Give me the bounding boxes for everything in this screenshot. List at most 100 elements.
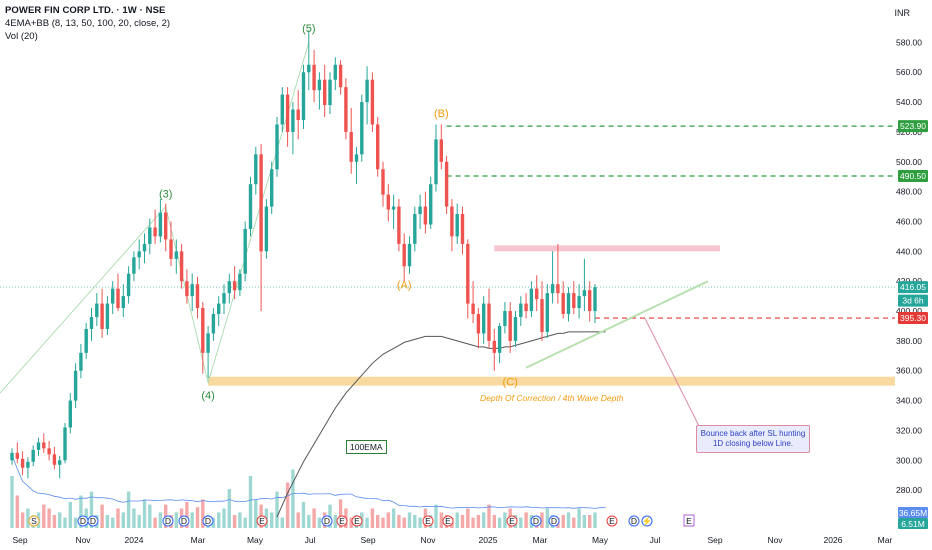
candle-body bbox=[42, 442, 46, 449]
candle-body bbox=[20, 458, 25, 468]
candle-body bbox=[158, 212, 163, 237]
volume-bar bbox=[116, 508, 120, 528]
candle-body bbox=[270, 169, 274, 207]
volume-bar bbox=[338, 499, 343, 528]
volume-bar bbox=[248, 476, 253, 528]
volume-bar bbox=[201, 499, 205, 528]
candle-body bbox=[84, 328, 88, 353]
candle-body bbox=[126, 273, 131, 297]
y-tick-label: 320.00 bbox=[896, 425, 922, 435]
event-marker bbox=[442, 515, 454, 527]
y-tick-label: 360.00 bbox=[896, 366, 922, 376]
x-tick-label: Nov bbox=[767, 535, 783, 545]
volume-bar bbox=[439, 512, 443, 528]
volume-bar bbox=[158, 512, 163, 528]
volume-bar bbox=[497, 517, 502, 528]
candle-body bbox=[264, 206, 269, 252]
wave-label: (C) bbox=[503, 377, 518, 389]
candle-body bbox=[312, 64, 316, 91]
volume-badge bbox=[898, 518, 928, 529]
volume-bar bbox=[126, 491, 131, 528]
wave-label: (B) bbox=[434, 108, 449, 120]
y-tick-label: 560.00 bbox=[896, 67, 922, 77]
event-marker bbox=[321, 515, 333, 527]
event-marker-label: E bbox=[509, 516, 515, 526]
volume-bar bbox=[386, 512, 390, 528]
volume-bar bbox=[111, 517, 115, 528]
volume-bar bbox=[572, 517, 576, 528]
event-marker-label: E bbox=[339, 516, 345, 526]
volume-bar bbox=[243, 517, 247, 528]
symbol-title: POWER FIN CORP LTD. · 1W · NSE bbox=[5, 5, 166, 16]
volume-bar bbox=[121, 512, 125, 528]
trendline bbox=[525, 280, 709, 369]
volume-bar bbox=[333, 515, 337, 528]
volume-bar bbox=[42, 504, 46, 528]
volume-bar bbox=[524, 512, 528, 528]
x-tick-label: Mar bbox=[191, 535, 206, 545]
candle-body bbox=[164, 212, 168, 240]
event-marker-label: ⚡ bbox=[642, 516, 653, 527]
x-tick-label: May bbox=[592, 535, 609, 545]
candle-body bbox=[206, 333, 210, 353]
volume-bar bbox=[312, 508, 316, 528]
y-tick-label: 440.00 bbox=[896, 246, 922, 256]
candle-body bbox=[232, 281, 237, 291]
candle-body bbox=[391, 206, 396, 210]
event-marker bbox=[87, 515, 99, 527]
volume-bar bbox=[503, 512, 507, 528]
candle-body bbox=[365, 79, 369, 103]
volume-bar bbox=[137, 515, 141, 528]
candle-body bbox=[238, 273, 242, 291]
volume-bar bbox=[89, 491, 94, 528]
candle-body bbox=[503, 311, 507, 326]
candle-body bbox=[79, 352, 83, 371]
x-tick-label: Nov bbox=[420, 535, 436, 545]
price-badge-label: 416.05 bbox=[900, 282, 926, 292]
x-tick-label: Mar bbox=[533, 535, 548, 545]
future-earnings-label: E bbox=[686, 516, 692, 526]
candle-body bbox=[519, 303, 523, 318]
candle-body bbox=[407, 243, 412, 267]
volume-bar bbox=[238, 512, 242, 528]
candle-body bbox=[413, 214, 417, 244]
event-marker-label: D bbox=[324, 516, 330, 526]
volume-bar bbox=[148, 504, 152, 528]
candle-body bbox=[201, 308, 205, 353]
volume-bar bbox=[275, 491, 279, 528]
candle-body bbox=[254, 154, 258, 185]
candle-body bbox=[148, 227, 152, 244]
support-band bbox=[208, 376, 896, 386]
price-badge bbox=[898, 120, 928, 133]
volume-bar bbox=[174, 512, 178, 528]
volume-bar bbox=[195, 507, 200, 528]
candle-body bbox=[524, 303, 528, 312]
volume-bar bbox=[227, 489, 231, 528]
candle-body bbox=[174, 251, 178, 259]
x-tick-label: Mar bbox=[878, 535, 893, 545]
event-marker-label: D bbox=[90, 516, 96, 526]
event-marker-label: D bbox=[551, 516, 557, 526]
volume-bar bbox=[52, 515, 57, 528]
x-tick-label: May bbox=[247, 535, 264, 545]
volume-bar bbox=[370, 508, 375, 528]
candle-body bbox=[376, 124, 380, 170]
volume-bar bbox=[280, 517, 284, 528]
candle-body bbox=[323, 79, 327, 106]
volume-bar bbox=[291, 469, 295, 528]
volume-bar bbox=[482, 512, 486, 528]
volume-bar bbox=[455, 512, 459, 528]
candle-body bbox=[582, 290, 587, 297]
event-marker bbox=[28, 515, 40, 527]
price-badge bbox=[898, 169, 928, 182]
volume-bar bbox=[296, 512, 300, 528]
currency-label[interactable]: INR bbox=[894, 8, 911, 18]
volume-bar bbox=[142, 499, 147, 528]
candle-body bbox=[153, 227, 157, 237]
event-marker-label: E bbox=[259, 516, 265, 526]
x-tick-label: Jul bbox=[305, 535, 316, 545]
event-marker bbox=[202, 515, 214, 527]
candle-body bbox=[460, 214, 465, 244]
volume-bar bbox=[68, 502, 72, 528]
